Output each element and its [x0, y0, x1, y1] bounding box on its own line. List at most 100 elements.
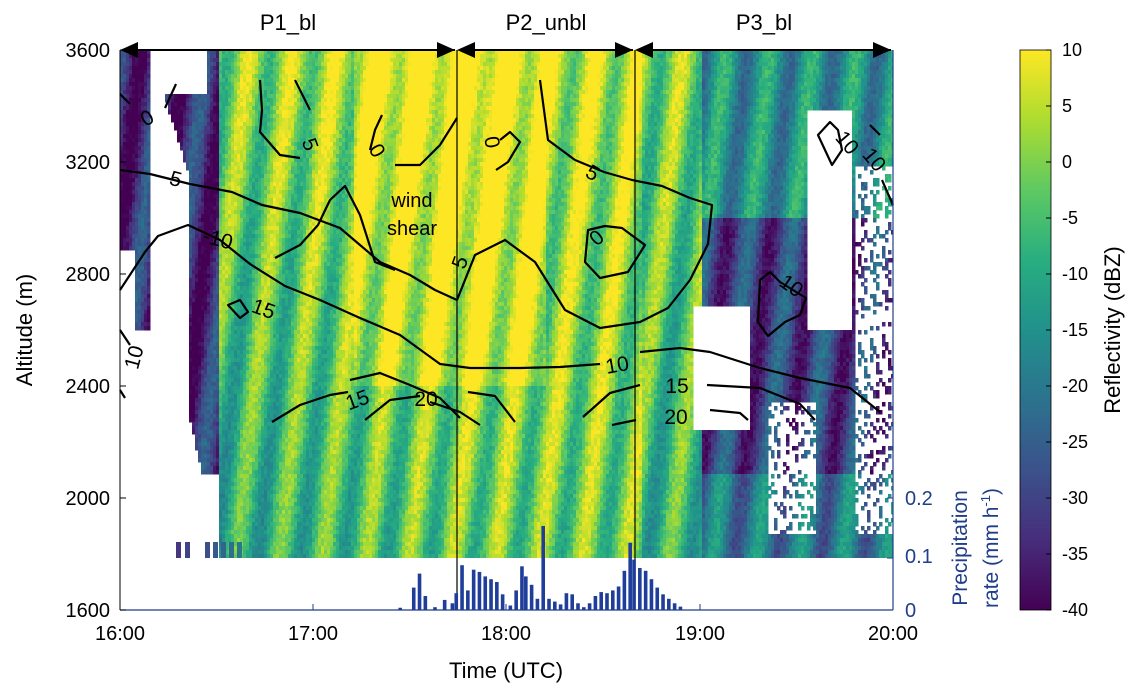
heatmap-cell — [264, 118, 268, 123]
heatmap-cell — [288, 470, 292, 475]
heatmap-cell — [249, 354, 253, 359]
heatmap-cell — [225, 122, 229, 127]
heatmap-cell — [282, 458, 286, 463]
heatmap-cell — [195, 130, 199, 135]
heatmap-cell — [144, 290, 148, 295]
heatmap-cell — [147, 202, 151, 207]
heatmap-cell — [270, 194, 274, 199]
heatmap-cell — [243, 414, 247, 419]
heatmap-cell — [123, 174, 127, 179]
heatmap-cell — [246, 510, 250, 515]
heatmap-cell — [288, 310, 292, 315]
heatmap-cell — [255, 134, 259, 139]
heatmap-cell — [222, 530, 226, 535]
heatmap-cell — [243, 326, 247, 331]
heatmap-cell — [216, 426, 220, 431]
heatmap-cell — [264, 374, 268, 379]
heatmap-cell — [243, 198, 247, 203]
heatmap-cell — [126, 58, 130, 63]
heatmap-cell — [141, 86, 145, 91]
heatmap-cell — [135, 246, 139, 251]
heatmap-cell — [246, 62, 250, 67]
heatmap-cell — [267, 502, 271, 507]
heatmap-cell — [228, 378, 232, 383]
heatmap-cell — [243, 186, 247, 191]
heatmap-cell — [189, 322, 193, 327]
heatmap-cell — [258, 366, 262, 371]
heatmap-cell — [291, 342, 295, 347]
heatmap-cell — [267, 358, 271, 363]
heatmap-cell — [288, 94, 292, 99]
heatmap-cell — [192, 186, 196, 191]
heatmap-cell — [291, 234, 295, 239]
heatmap-cell — [225, 542, 229, 547]
heatmap-cell — [291, 470, 295, 475]
heatmap-cell — [219, 230, 223, 235]
heatmap-cell — [222, 122, 226, 127]
heatmap-cell — [276, 382, 280, 387]
heatmap-cell — [228, 502, 232, 507]
heatmap-cell — [147, 190, 151, 195]
heatmap-cell — [225, 454, 229, 459]
heatmap-cell — [255, 138, 259, 143]
heatmap-cell — [225, 98, 229, 103]
heatmap-cell — [240, 414, 244, 419]
heatmap-cell — [267, 474, 271, 479]
heatmap-cell — [237, 138, 241, 143]
heatmap-cell — [264, 362, 268, 367]
heatmap-cell — [198, 182, 202, 187]
heatmap-cell — [285, 426, 289, 431]
heatmap-cell — [255, 58, 259, 63]
heatmap-cell — [291, 146, 295, 151]
heatmap-cell — [294, 526, 298, 531]
heatmap-cell — [195, 178, 199, 183]
heatmap-cell — [234, 378, 238, 383]
heatmap-cell — [147, 110, 151, 115]
heatmap-cell — [132, 246, 136, 251]
heatmap-cell — [219, 130, 223, 135]
heatmap-cell — [291, 374, 295, 379]
heatmap-cell — [240, 186, 244, 191]
heatmap-cell — [129, 94, 133, 99]
heatmap-cell — [279, 358, 283, 363]
heatmap-cell — [231, 90, 235, 95]
heatmap-cell — [264, 170, 268, 175]
heatmap-cell — [291, 170, 295, 175]
heatmap-cell — [285, 538, 289, 543]
heatmap-cell — [267, 462, 271, 467]
heatmap-cell — [198, 190, 202, 195]
heatmap-cell — [189, 382, 193, 387]
heatmap-cell — [135, 54, 139, 59]
heatmap-cell — [249, 414, 253, 419]
heatmap-cell — [297, 190, 301, 195]
heatmap-cell — [288, 70, 292, 75]
heatmap-cell — [285, 330, 289, 335]
heatmap-cell — [285, 182, 289, 187]
heatmap-cell — [249, 334, 253, 339]
heatmap-cell — [279, 482, 283, 487]
heatmap-cell — [240, 90, 244, 95]
heatmap-cell — [264, 330, 268, 335]
heatmap-cell — [195, 250, 199, 255]
heatmap-cell — [267, 262, 271, 267]
heatmap-cell — [285, 314, 289, 319]
heatmap-cell — [186, 162, 190, 167]
heatmap-cell — [288, 206, 292, 211]
heatmap-cell — [192, 106, 196, 111]
heatmap-cell — [237, 230, 241, 235]
heatmap-cell — [222, 486, 226, 491]
heatmap-cell — [288, 214, 292, 219]
heatmap-cell — [210, 218, 214, 223]
heatmap-cell — [252, 546, 256, 551]
heatmap-cell — [270, 426, 274, 431]
heatmap-cell — [261, 222, 265, 227]
heatmap-cell — [282, 290, 286, 295]
heatmap-cell — [234, 494, 238, 499]
heatmap-cell — [237, 410, 241, 415]
heatmap-cell — [213, 154, 217, 159]
heatmap-cell — [201, 150, 205, 155]
heatmap-cell — [219, 486, 223, 491]
heatmap-cell — [246, 266, 250, 271]
heatmap-cell — [270, 298, 274, 303]
heatmap-cell — [261, 354, 265, 359]
